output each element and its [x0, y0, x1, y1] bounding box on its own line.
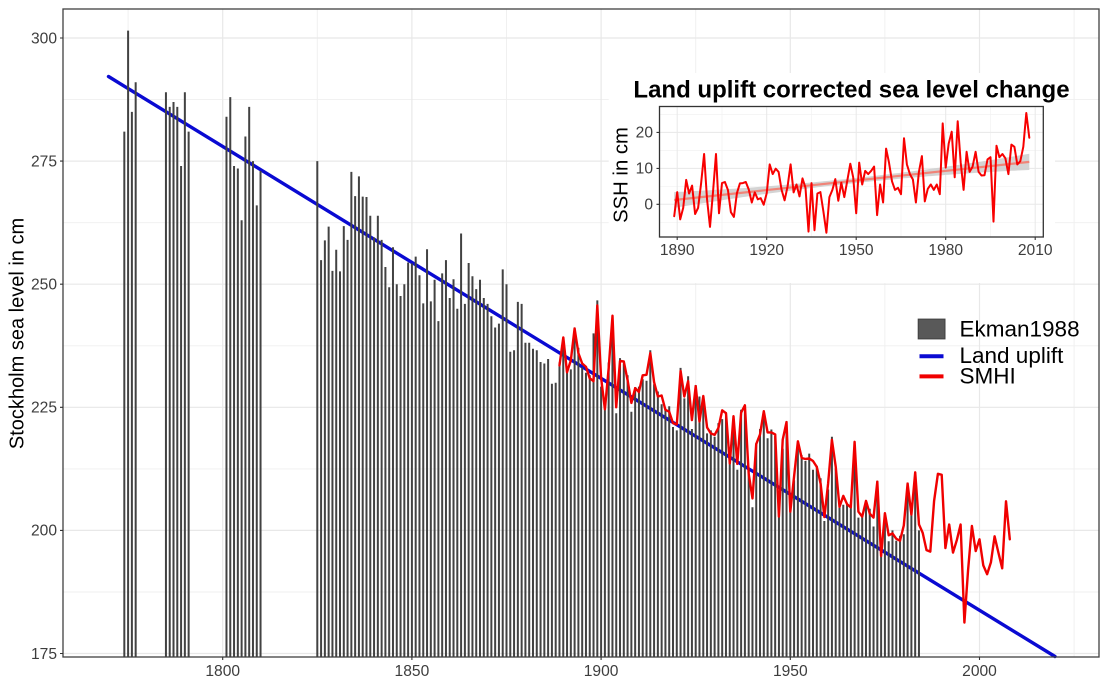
svg-text:1920: 1920 — [749, 242, 784, 259]
svg-text:200: 200 — [31, 523, 57, 540]
svg-text:225: 225 — [31, 400, 57, 417]
svg-text:275: 275 — [31, 153, 57, 170]
svg-text:1800: 1800 — [205, 663, 240, 680]
svg-text:Ekman1988: Ekman1988 — [960, 317, 1080, 342]
svg-text:2010: 2010 — [1018, 242, 1053, 259]
svg-text:Land uplift: Land uplift — [960, 343, 1065, 368]
svg-text:1980: 1980 — [928, 242, 963, 259]
svg-text:1950: 1950 — [773, 663, 808, 680]
svg-text:SSH in cm: SSH in cm — [610, 127, 632, 223]
svg-text:Land uplift corrected sea leve: Land uplift corrected sea level change — [633, 77, 1069, 104]
svg-text:1850: 1850 — [395, 663, 430, 680]
svg-text:Stockholm sea level in cm: Stockholm sea level in cm — [7, 218, 29, 449]
svg-text:20: 20 — [636, 125, 654, 142]
svg-text:SMHI: SMHI — [960, 363, 1016, 388]
svg-text:10: 10 — [636, 161, 654, 178]
svg-text:1900: 1900 — [584, 663, 619, 680]
svg-text:0: 0 — [644, 197, 653, 214]
svg-text:1950: 1950 — [839, 242, 874, 259]
svg-text:175: 175 — [31, 646, 57, 663]
svg-text:250: 250 — [31, 277, 57, 294]
svg-text:2000: 2000 — [962, 663, 997, 680]
svg-text:300: 300 — [31, 30, 57, 47]
svg-text:1890: 1890 — [660, 242, 695, 259]
